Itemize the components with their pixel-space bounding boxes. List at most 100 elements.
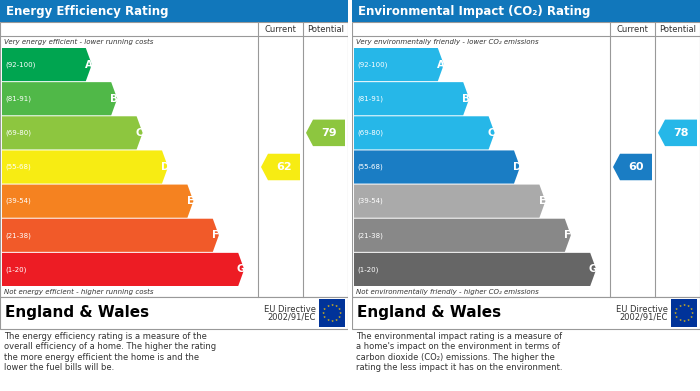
Text: (69-80): (69-80) <box>357 129 383 136</box>
Text: ★: ★ <box>335 318 337 322</box>
Text: Current: Current <box>265 25 296 34</box>
Text: England & Wales: England & Wales <box>5 305 149 321</box>
Polygon shape <box>2 253 244 286</box>
Polygon shape <box>354 48 444 81</box>
Text: ★: ★ <box>326 304 330 308</box>
Text: 79: 79 <box>321 128 337 138</box>
Text: Potential: Potential <box>307 25 344 34</box>
Text: Not environmentally friendly - higher CO₂ emissions: Not environmentally friendly - higher CO… <box>356 289 539 294</box>
Text: C: C <box>488 128 496 138</box>
Bar <box>0 297 348 329</box>
Text: ★: ★ <box>323 315 326 319</box>
Text: Energy Efficiency Rating: Energy Efficiency Rating <box>6 5 169 18</box>
Text: ★: ★ <box>682 319 685 323</box>
Text: G: G <box>237 264 246 274</box>
Text: ★: ★ <box>326 318 330 322</box>
Text: C: C <box>136 128 144 138</box>
Bar <box>671 299 697 327</box>
Text: The energy efficiency rating is a measure of the
overall efficiency of a home. T: The energy efficiency rating is a measur… <box>4 332 216 372</box>
Bar <box>348 0 352 391</box>
Text: (55-68): (55-68) <box>5 164 31 170</box>
Text: 62: 62 <box>276 162 292 172</box>
Text: 60: 60 <box>629 162 644 172</box>
Text: ★: ★ <box>678 304 681 308</box>
Text: ★: ★ <box>323 307 326 311</box>
Bar <box>319 299 345 327</box>
Text: A: A <box>437 59 444 70</box>
Text: F: F <box>564 230 571 240</box>
Text: 2002/91/EC: 2002/91/EC <box>620 312 668 321</box>
Text: ★: ★ <box>335 304 337 308</box>
Text: E: E <box>187 196 194 206</box>
Bar <box>0 0 348 22</box>
Text: (21-38): (21-38) <box>5 232 31 239</box>
Text: ★: ★ <box>339 311 342 315</box>
Text: B: B <box>462 94 470 104</box>
Text: (92-100): (92-100) <box>357 61 387 68</box>
Polygon shape <box>354 82 469 115</box>
Text: D: D <box>512 162 522 172</box>
Text: (39-54): (39-54) <box>5 198 31 204</box>
Polygon shape <box>354 185 545 218</box>
Polygon shape <box>2 219 219 252</box>
Polygon shape <box>2 185 193 218</box>
Polygon shape <box>354 151 520 183</box>
Polygon shape <box>2 116 143 149</box>
Polygon shape <box>2 48 92 81</box>
Text: ★: ★ <box>687 304 689 308</box>
Text: Potential: Potential <box>659 25 696 34</box>
Text: ★: ★ <box>690 307 693 311</box>
Text: 78: 78 <box>673 128 689 138</box>
Text: (55-68): (55-68) <box>357 164 383 170</box>
Text: ★: ★ <box>322 311 326 315</box>
Text: D: D <box>161 162 169 172</box>
Text: ★: ★ <box>676 315 678 319</box>
Text: Very energy efficient - lower running costs: Very energy efficient - lower running co… <box>4 38 153 45</box>
Text: ★: ★ <box>687 318 689 322</box>
Text: ★: ★ <box>691 311 694 315</box>
Text: ★: ★ <box>337 315 341 319</box>
Text: ★: ★ <box>674 311 677 315</box>
Text: (81-91): (81-91) <box>357 95 383 102</box>
Text: (1-20): (1-20) <box>5 266 27 273</box>
Text: Very environmentally friendly - lower CO₂ emissions: Very environmentally friendly - lower CO… <box>356 38 538 45</box>
Polygon shape <box>261 154 300 180</box>
Polygon shape <box>2 151 168 183</box>
Polygon shape <box>658 120 697 146</box>
Text: Environmental Impact (CO₂) Rating: Environmental Impact (CO₂) Rating <box>358 5 590 18</box>
Text: Not energy efficient - higher running costs: Not energy efficient - higher running co… <box>4 289 153 294</box>
Text: (21-38): (21-38) <box>357 232 383 239</box>
Text: (92-100): (92-100) <box>5 61 36 68</box>
Text: ★: ★ <box>337 307 341 311</box>
Polygon shape <box>354 116 495 149</box>
Text: EU Directive: EU Directive <box>616 305 668 314</box>
Text: ★: ★ <box>690 315 693 319</box>
Text: B: B <box>110 94 118 104</box>
Text: (69-80): (69-80) <box>5 129 31 136</box>
Text: (1-20): (1-20) <box>357 266 379 273</box>
Text: EU Directive: EU Directive <box>264 305 316 314</box>
Text: England & Wales: England & Wales <box>357 305 501 321</box>
Text: G: G <box>589 264 598 274</box>
Text: ★: ★ <box>682 303 685 307</box>
Text: F: F <box>212 230 219 240</box>
Text: ★: ★ <box>330 319 334 323</box>
Polygon shape <box>2 82 117 115</box>
Text: (39-54): (39-54) <box>357 198 383 204</box>
Bar <box>352 0 700 22</box>
Bar <box>352 22 700 297</box>
Polygon shape <box>613 154 652 180</box>
Text: A: A <box>85 59 93 70</box>
Text: The environmental impact rating is a measure of
a home's impact on the environme: The environmental impact rating is a mea… <box>356 332 563 372</box>
Text: ★: ★ <box>676 307 678 311</box>
Text: 2002/91/EC: 2002/91/EC <box>267 312 316 321</box>
Polygon shape <box>354 219 570 252</box>
Text: Current: Current <box>617 25 648 34</box>
Polygon shape <box>354 253 596 286</box>
Text: ★: ★ <box>678 318 681 322</box>
Text: ★: ★ <box>330 303 334 307</box>
Bar <box>352 297 700 329</box>
Text: (81-91): (81-91) <box>5 95 31 102</box>
Polygon shape <box>306 120 345 146</box>
Bar <box>0 22 348 297</box>
